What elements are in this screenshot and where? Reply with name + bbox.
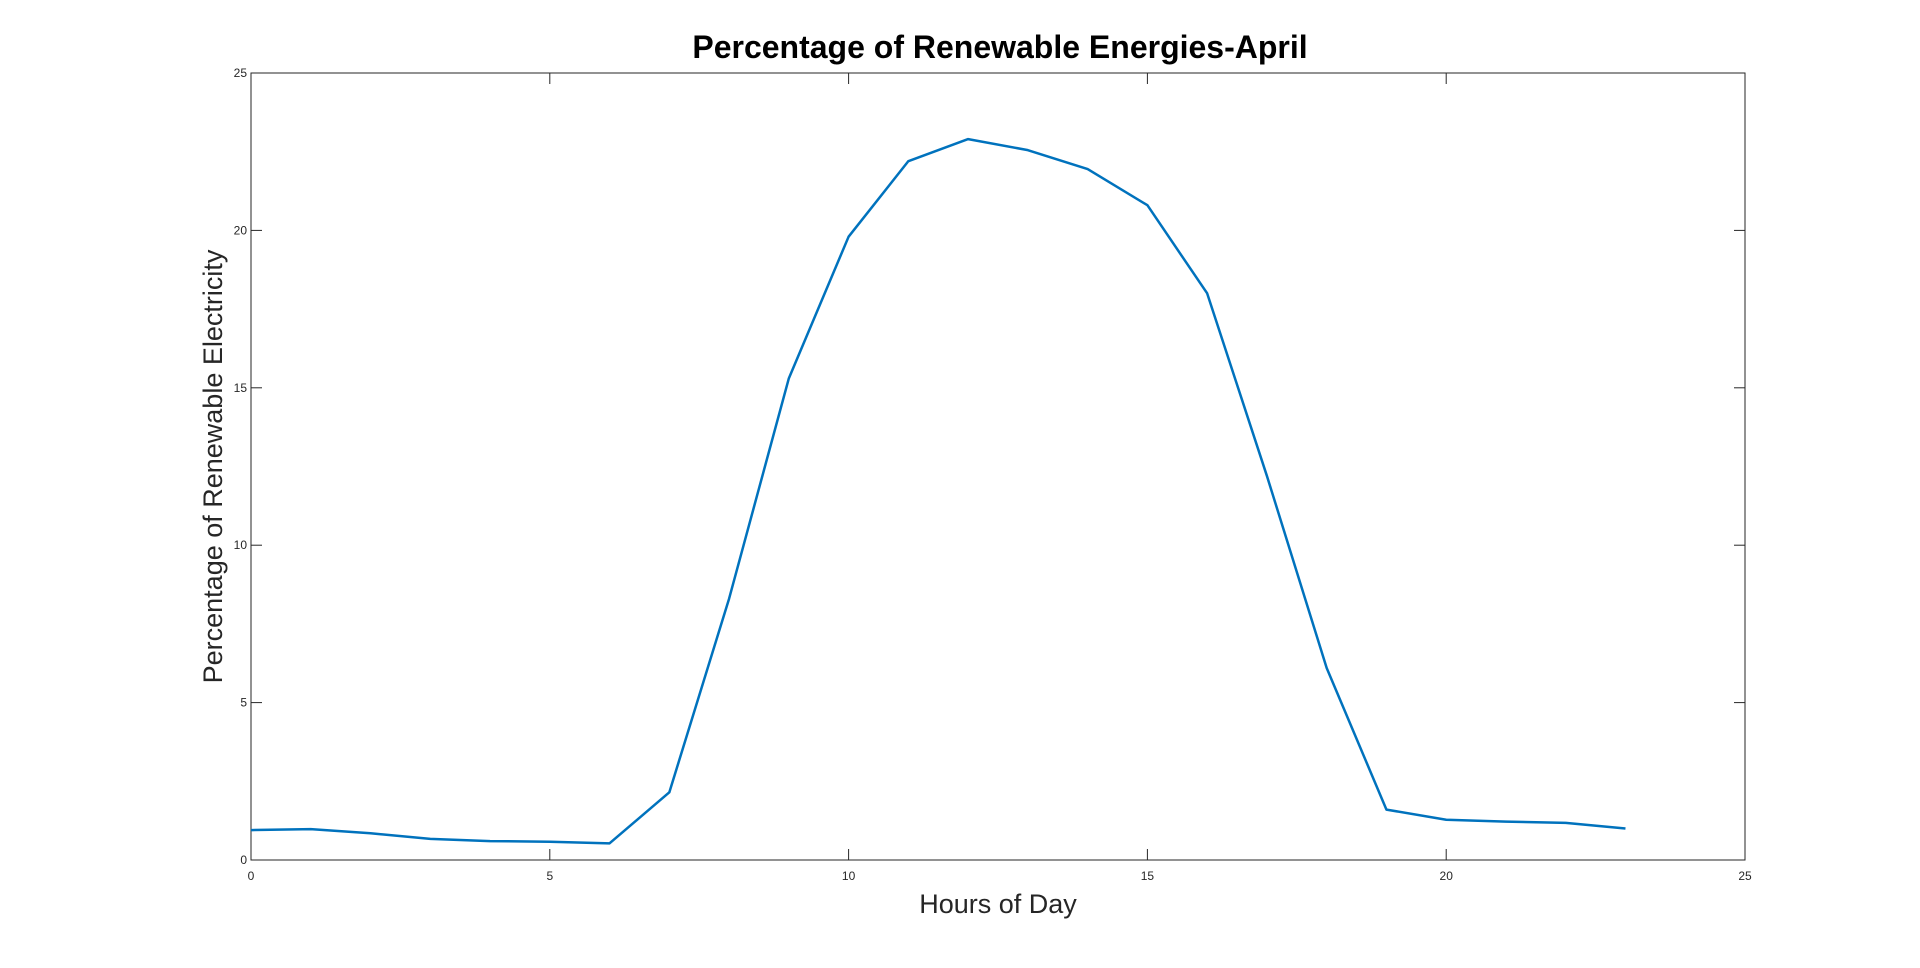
y-tick-label: 5 [240,696,247,710]
y-tick-label: 25 [234,66,248,80]
y-tick-label: 10 [234,538,248,552]
axis-ticks [250,72,1746,861]
plot-area-frame [250,72,1746,861]
x-tick-label: 15 [1141,869,1155,883]
y-tick-label: 0 [240,853,247,867]
y-tick-label: 20 [234,223,248,237]
x-tick-label: 10 [842,869,856,883]
series-line [250,137,1626,845]
chart-title: Percentage of Renewable Energies-April [692,29,1307,65]
x-axis-label: Hours of Day [919,889,1077,919]
x-tick-label: 20 [1440,869,1454,883]
x-tick-label: 5 [546,869,553,883]
x-tick-label: 0 [248,869,255,883]
y-axis-label: Percentage of Renewable Electricity [198,249,228,683]
x-tick-label: 25 [1738,869,1752,883]
axis-tick-labels: 0 5 10 15 20 25 0 5 10 15 20 25 [234,66,1752,883]
y-tick-label: 15 [234,381,248,395]
